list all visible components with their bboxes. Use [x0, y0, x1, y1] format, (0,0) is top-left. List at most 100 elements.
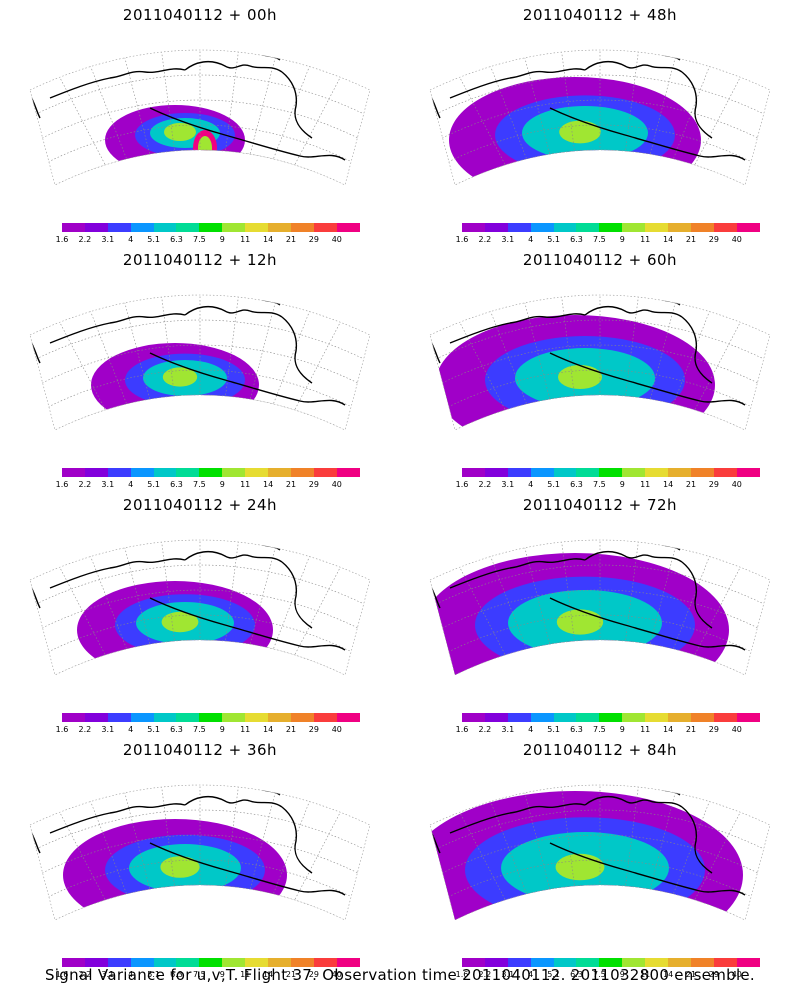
colorbar-swatch — [599, 958, 623, 967]
variance-map — [429, 294, 771, 431]
colorbar-tick-label: 14 — [663, 480, 674, 489]
colorbar-labels: 1.6 2.2 3.1 4 5.1 6.3 7.5 9 11 14 21 29 40 — [452, 480, 772, 490]
colorbar-tick-label: 40 — [331, 970, 342, 979]
colorbar-swatch — [530, 223, 554, 232]
colorbar-tick-label: 3.1 — [101, 235, 115, 244]
colorbar-swatch — [107, 958, 131, 967]
latitude-line — [35, 319, 365, 360]
colorbar-swatch — [222, 223, 246, 232]
colorbar-tick-label: 7.5 — [193, 970, 206, 979]
forecast-panel: 2011040112 + 12h 1.6 2.2 3.1 4 5.1 6.3 7.5 9 11 14… — [0, 245, 400, 490]
variance-map — [29, 49, 371, 186]
colorbar-swatch — [576, 713, 600, 722]
colorbar-labels: 1.6 2.2 3.1 4 5.1 6.3 7.5 9 11 14 21 29 40 — [52, 480, 372, 490]
colorbar-swatch — [690, 223, 714, 232]
colorbar-tick-label: 9 — [619, 725, 625, 734]
colorbar-swatch — [553, 713, 577, 722]
colorbar-swatch — [84, 713, 108, 722]
colorbar-tick-label: 2.2 — [478, 480, 492, 489]
colorbar-tick-label: 6.3 — [570, 480, 583, 489]
forecast-panel: 2011040112 + 36h 1.6 2.2 3.1 4 5.1 6.3 7.5 9 11 14… — [0, 735, 400, 980]
panel-title: 2011040112 + 36h — [122, 741, 278, 759]
forecast-panel: 2011040112 + 48h 1.6 2.2 3.1 4 5.1 6.3 7.5 9 11 14… — [400, 0, 800, 245]
colorbar-tick-label: 40 — [731, 235, 742, 244]
colorbar-swatch — [130, 468, 154, 477]
colorbar-swatch — [176, 468, 200, 477]
map-frame — [29, 539, 371, 676]
map-frame — [429, 49, 771, 186]
colorbar-tick-label: 2.2 — [478, 235, 492, 244]
colorbar-swatch — [484, 958, 508, 967]
colorbar-swatch — [245, 713, 269, 722]
colorbar-tick-label: 4 — [528, 235, 534, 244]
colorbar-tick-label: 1.6 — [455, 480, 469, 489]
forecast-panel: 2011040112 + 72h 1.6 2.2 3.1 4 5.1 6.3 7.5 9 11 14… — [400, 490, 800, 735]
colorbar — [62, 713, 360, 722]
colorbar-swatch — [484, 223, 508, 232]
colorbar-labels: 1.6 2.2 3.1 4 5.1 6.3 7.5 9 11 14 21 29 40 — [452, 970, 772, 980]
colorbar-tick-label: 4 — [128, 725, 134, 734]
colorbar-swatch — [462, 958, 485, 967]
coastline — [49, 68, 186, 99]
colorbar-tick-label: 6.3 — [170, 480, 183, 489]
colorbar-tick-label: 14 — [263, 480, 274, 489]
colorbar-swatch — [199, 713, 223, 722]
colorbar-swatch — [507, 958, 531, 967]
colorbar-tick-label: 1.6 — [55, 480, 69, 489]
colorbar-swatch — [199, 958, 223, 967]
colorbar-tick-label: 3.1 — [101, 480, 115, 489]
colorbar-swatch — [645, 468, 669, 477]
colorbar-tick-label: 1.6 — [455, 970, 469, 979]
colorbar-swatch — [736, 223, 760, 232]
colorbar-swatch — [153, 468, 177, 477]
colorbar-tick-label: 5.1 — [547, 480, 560, 489]
colorbar — [462, 223, 760, 232]
colorbar-swatch — [313, 713, 337, 722]
coastline — [30, 336, 41, 364]
colorbar-swatch — [336, 468, 360, 477]
colorbar-tick-label: 5.1 — [547, 725, 560, 734]
colorbar-swatch — [599, 468, 623, 477]
colorbar-swatch — [268, 713, 291, 722]
colorbar-tick-label: 6.3 — [570, 235, 583, 244]
colorbar-tick-label: 5.1 — [547, 970, 560, 979]
colorbar-tick-label: 14 — [663, 235, 674, 244]
colorbar-swatch — [690, 468, 714, 477]
colorbar-tick-label: 5.1 — [147, 970, 160, 979]
coastline — [49, 313, 186, 344]
colorbar-tick-label: 9 — [219, 725, 225, 734]
coastline — [584, 550, 683, 563]
colorbar-tick-label: 3.1 — [101, 970, 115, 979]
coastline — [281, 71, 313, 139]
colorbar — [462, 713, 760, 722]
colorbar-tick-label: 29 — [308, 235, 319, 244]
colorbar-swatch — [313, 958, 337, 967]
coastline — [549, 842, 746, 896]
colorbar-tick-label: 3.1 — [101, 725, 115, 734]
colorbar-tick-label: 29 — [308, 970, 319, 979]
colorbar-swatch — [130, 223, 154, 232]
colorbar-tick-label: 21 — [685, 725, 697, 734]
colorbar-tick-label: 14 — [663, 725, 674, 734]
colorbar-tick-label: 7.5 — [593, 480, 606, 489]
colorbar-tick-label: 5.1 — [147, 725, 160, 734]
coastline — [430, 826, 441, 854]
colorbar-tick-label: 9 — [219, 970, 225, 979]
colorbar-swatch — [668, 468, 691, 477]
colorbar-swatch — [690, 713, 714, 722]
colorbar-tick-label: 21 — [685, 970, 697, 979]
colorbar-swatch — [84, 223, 108, 232]
colorbar-swatch — [62, 468, 85, 477]
variance-map — [29, 784, 371, 921]
colorbar-tick-label: 9 — [619, 480, 625, 489]
colorbar-tick-label: 21 — [685, 480, 697, 489]
colorbar-swatch — [507, 223, 531, 232]
colorbar-tick-label: 21 — [285, 235, 297, 244]
colorbar-swatch — [553, 223, 577, 232]
colorbar-tick-label: 4 — [128, 480, 134, 489]
coastline — [449, 313, 586, 344]
colorbar-tick-label: 11 — [240, 480, 251, 489]
latitude-line — [435, 809, 765, 850]
coastline — [549, 352, 746, 406]
